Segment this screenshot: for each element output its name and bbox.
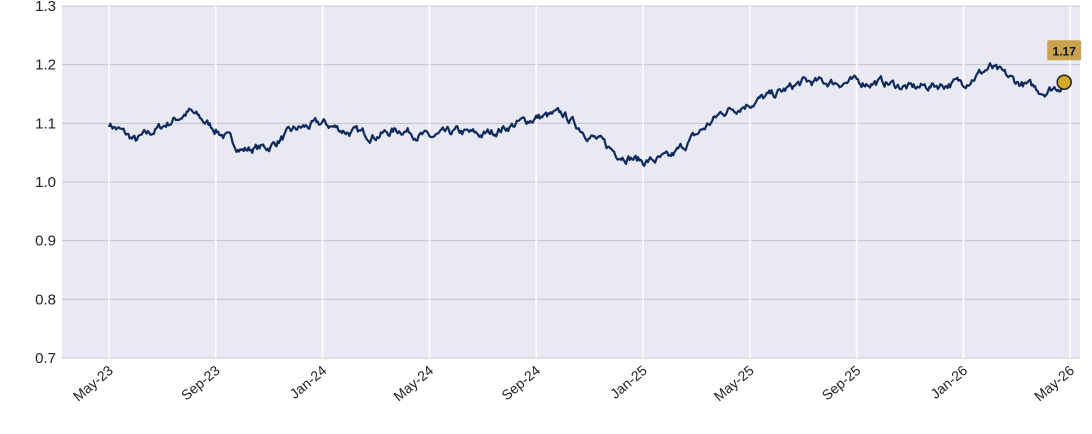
last-value-badge: 1.17 [1047,40,1082,61]
y-tick-label: 1.1 [35,115,56,132]
y-tick-label: 0.9 [35,233,56,250]
y-tick-label: 0.8 [35,291,56,308]
series-line [107,62,1071,167]
gridlines [62,5,1080,359]
last-value-marker [1056,74,1072,91]
x-tick-label: Sep-23 [178,362,223,403]
x-tick-label: Jan-26 [927,362,970,402]
y-tick-label: 1.3 [35,0,56,15]
last-value-label: 1.17 [1053,44,1077,58]
y-tick-label: 0.7 [35,350,56,367]
y-axis: 0.7 0.8 0.9 1.0 1.1 1.2 1.3 [35,0,56,367]
x-tick-label: May-25 [711,362,757,404]
y-tick-label: 1.0 [35,174,56,191]
x-axis: May-23 Sep-23 Jan-24 May-24 Sep-24 Jan-25 May-… [70,362,1077,404]
x-tick-label: Jan-24 [286,362,329,402]
x-tick-label: Sep-24 [498,362,543,403]
x-tick-label: Jan-25 [607,362,650,402]
last-value-badge-box [1047,40,1082,61]
x-tick-label: May-26 [1031,362,1077,404]
y-tick-label: 1.2 [35,57,56,74]
x-tick-label: May-24 [390,362,436,404]
x-tick-label: May-23 [70,362,116,404]
x-tick-label: Sep-25 [819,362,864,403]
